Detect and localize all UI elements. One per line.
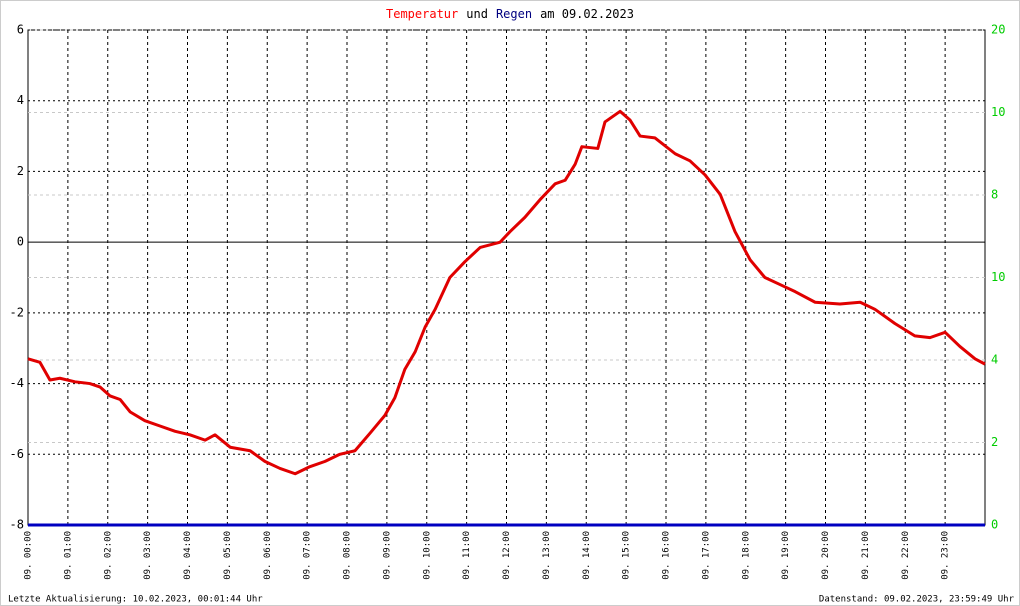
x-tick-label: 09. 05:00 [223, 531, 233, 580]
y2-tick-label: 2 [991, 435, 998, 449]
x-tick-label: 09. 10:00 [422, 531, 432, 580]
y-tick-label: -4 [10, 376, 24, 390]
y-tick-label: 0 [17, 235, 24, 249]
title-part: Temperatur [386, 7, 458, 21]
x-tick-label: 09. 13:00 [542, 531, 552, 580]
x-tick-label: 09. 01:00 [63, 531, 73, 580]
x-tick-label: 09. 22:00 [901, 531, 911, 580]
x-tick-label: 09. 03:00 [143, 531, 153, 580]
series-line [27, 109, 986, 476]
title-part: und [466, 7, 488, 21]
chart-title: Temperatur und Regen am 09.02.2023 [386, 7, 634, 21]
x-tick-label: 09. 09:00 [382, 531, 392, 580]
title-part: Regen [496, 7, 532, 21]
x-tick-label: 09. 04:00 [183, 531, 193, 580]
title-part: am 09.02.2023 [540, 7, 634, 21]
y2-tick-label: 8 [991, 188, 998, 202]
x-tick-label: 09. 14:00 [582, 531, 592, 580]
x-tick-label: 09. 15:00 [622, 531, 632, 580]
x-tick-label: 09. 20:00 [821, 531, 831, 580]
y2-tick-label: 20 [991, 23, 1005, 37]
x-tick-label: 09. 12:00 [502, 531, 512, 580]
y-tick-label: -2 [10, 305, 24, 319]
x-tick-label: 09. 06:00 [263, 531, 273, 580]
x-tick-label: 09. 19:00 [781, 531, 791, 580]
x-tick-label: 09. 00:00 [24, 531, 34, 580]
y-tick-label: 6 [17, 23, 24, 37]
y-tick-label: 4 [17, 93, 24, 107]
y-tick-label: 2 [17, 164, 24, 178]
footer-right: Datenstand: 09.02.2023, 23:59:49 Uhr [819, 595, 1015, 605]
y-tick-label: -8 [10, 518, 24, 532]
x-tick-label: 09. 23:00 [941, 531, 951, 580]
x-tick-label: 09. 18:00 [741, 531, 751, 580]
x-tick-label: 09. 11:00 [462, 531, 472, 580]
x-tick-label: 09. 21:00 [861, 531, 871, 580]
x-tick-label: 09. 08:00 [343, 531, 353, 580]
y2-tick-label: 10 [991, 270, 1005, 284]
y2-tick-label: 0 [991, 518, 998, 532]
x-tick-label: 09. 16:00 [662, 531, 672, 580]
y-tick-label: -6 [10, 447, 24, 461]
x-tick-label: 09. 02:00 [103, 531, 113, 580]
y2-tick-label: 10 [991, 105, 1005, 119]
x-tick-label: 09. 17:00 [701, 531, 711, 580]
footer-left: Letzte Aktualisierung: 10.02.2023, 00:01… [8, 595, 263, 605]
x-tick-label: 09. 07:00 [303, 531, 313, 580]
y2-tick-label: 4 [991, 353, 998, 367]
